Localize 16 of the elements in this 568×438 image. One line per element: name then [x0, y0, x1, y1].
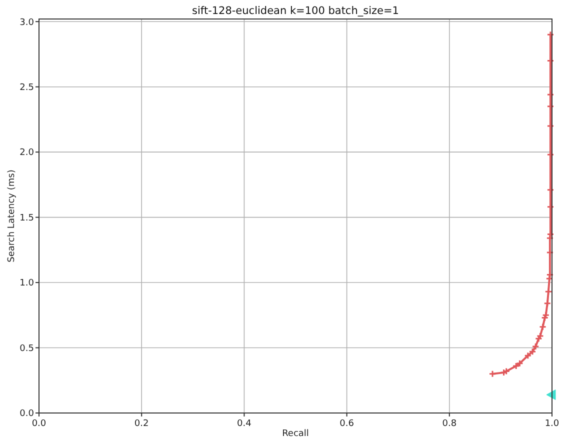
y-tick-label: 2.5 [20, 82, 34, 93]
x-tick-label: 0.8 [442, 419, 457, 429]
x-tick-label: 0.4 [237, 419, 252, 429]
x-tick-label: 0.2 [134, 419, 149, 429]
x-axis-title: Recall [282, 429, 309, 438]
chart-title: sift-128-euclidean k=100 batch_size=1 [192, 5, 399, 17]
x-tick-label: 0.0 [32, 419, 46, 429]
y-tick-label: 0.5 [20, 344, 34, 354]
y-tick-label: 0.0 [20, 409, 34, 420]
y-tick-label: 2.0 [20, 148, 34, 158]
x-tick-label: 1.0 [544, 419, 560, 429]
y-tick-label: 3.0 [20, 18, 34, 28]
y-tick-label: 1.5 [20, 213, 34, 224]
y-tick-label: 1.0 [20, 278, 34, 289]
y-axis-title: Search Latency (ms) [7, 170, 17, 262]
x-tick-label: 0.6 [340, 419, 354, 429]
